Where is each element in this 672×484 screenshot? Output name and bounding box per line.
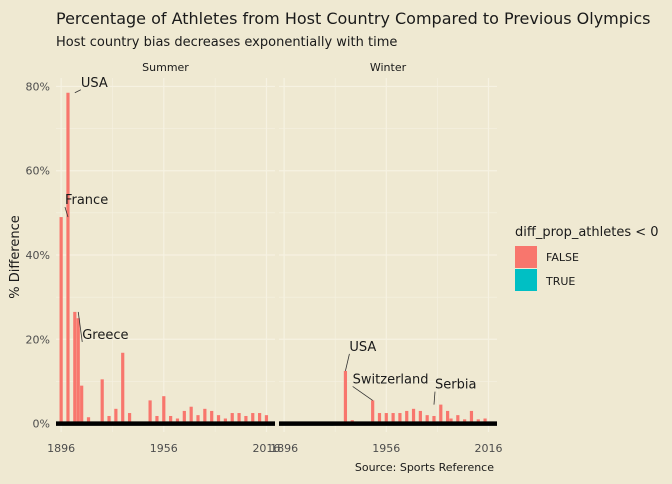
annotation-switzerland: Switzerland [353, 372, 429, 387]
bar-winter-2014 [483, 418, 487, 424]
bar-summer-2016 [264, 415, 269, 424]
bar-winter-1994 [449, 418, 453, 424]
bar-winter-1960 [391, 413, 395, 424]
x-tick-label: 1896 [270, 442, 298, 455]
y-tick-label: 0% [33, 418, 50, 431]
source-caption: Source: Sports Reference [355, 461, 494, 474]
legend-title: diff_prop_athletes < 0 [515, 225, 659, 240]
panel-summer: Summer USA France Greece 1896 1956 2016 [47, 61, 280, 455]
y-tick-label: 60% [26, 165, 50, 178]
bar-winter-2006 [469, 410, 474, 424]
bar-summer-1904 [73, 311, 77, 424]
bar-summer-1988 [216, 415, 221, 424]
bar-summer-1948 [148, 400, 152, 424]
bar-winter-1956 [384, 413, 388, 424]
bar-winter-1980 [425, 415, 429, 424]
bar-winter-1952 [377, 413, 382, 424]
bar-summer-1956 [162, 396, 166, 424]
annotation-leader [352, 386, 373, 401]
chart-subtitle: Host country bias decreases exponentiall… [56, 35, 397, 50]
legend-label-false: FALSE [546, 251, 579, 264]
bar-summer-1976 [196, 415, 200, 424]
bar-summer-1928 [114, 408, 118, 424]
annotation-leader [433, 391, 436, 405]
bar-summer-2008 [251, 413, 255, 424]
chart-title: Percentage of Athletes from Host Country… [56, 9, 651, 28]
annotation-leader [64, 206, 69, 218]
annotation-usa: USA [81, 76, 108, 91]
annotation-leader [77, 311, 83, 342]
bar-winter-1988 [439, 404, 443, 424]
bar-summer-2000 [237, 413, 241, 424]
bar-summer-2004 [244, 415, 248, 424]
bar-winter-1968 [405, 410, 409, 424]
bar-winter-1992 [446, 410, 450, 424]
bar-summer-1968 [182, 410, 186, 424]
x-tick-label: 2016 [474, 442, 502, 455]
bar-summer-1908 [80, 385, 84, 424]
bar-summer-1992 [223, 418, 227, 424]
y-tick-label: 80% [26, 80, 50, 93]
bar-summer-1980 [203, 408, 207, 424]
bar-summer-1920 [100, 379, 104, 424]
bar-summer-1900 [66, 92, 70, 424]
bar-winter-1972 [411, 408, 416, 424]
facet-label: Winter [370, 61, 407, 74]
bar-summer-1896 [59, 217, 63, 424]
bar-summer-1936 [127, 413, 132, 424]
x-tick-label: 1896 [47, 442, 75, 455]
bar-summer-2012 [258, 413, 262, 424]
bar-summer-1912 [86, 417, 91, 424]
y-tick-label: 20% [26, 333, 50, 346]
bar-summer-1960 [169, 415, 173, 424]
facet-label: Summer [142, 61, 189, 74]
legend: diff_prop_athletes < 0 FALSE TRUE [515, 225, 659, 291]
bar-winter-1964 [398, 413, 402, 424]
bar-winter-1932 [343, 370, 348, 424]
legend-label-true: TRUE [545, 275, 575, 288]
bar-summer-1906 [76, 318, 80, 424]
panel-winter: Winter USA Switzerland Serbia 1896 1956 2016 [270, 61, 502, 455]
bar-summer-1996 [230, 413, 234, 424]
bar-summer-1952 [155, 415, 159, 424]
bar-summer-1972 [189, 406, 193, 424]
legend-swatch-true [515, 269, 537, 291]
annotation-leader [345, 353, 350, 371]
bar-summer-1984 [210, 410, 214, 424]
bar-summer-1932 [121, 352, 125, 424]
x-tick-label: 1956 [150, 442, 178, 455]
annotation-leader [74, 89, 81, 94]
annotation-usa: USA [349, 340, 376, 355]
chart-panels: Summer USA France Greece 1896 1956 2016 Winter U… [26, 61, 503, 455]
y-axis-label: % Difference [8, 215, 23, 299]
x-tick-label: 2016 [252, 442, 280, 455]
annotation-serbia: Serbia [435, 378, 476, 393]
bar-winter-1984 [432, 415, 436, 424]
y-tick-label: 40% [26, 249, 50, 262]
bar-winter-1948 [371, 400, 375, 424]
annotation-greece: Greece [82, 328, 128, 343]
bar-winter-1998 [456, 415, 460, 424]
bar-summer-1924 [107, 415, 111, 424]
legend-swatch-false [515, 246, 537, 268]
annotation-france: France [65, 193, 108, 208]
bar-summer-1964 [175, 418, 180, 424]
x-tick-label: 1956 [372, 442, 400, 455]
bar-winter-1976 [418, 410, 422, 424]
